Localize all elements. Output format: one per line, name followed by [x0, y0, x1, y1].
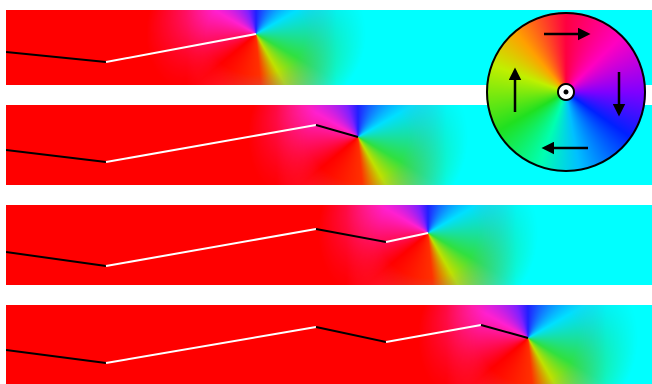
wall-line — [480, 324, 529, 339]
wall-line — [105, 228, 317, 267]
wall-lines — [6, 124, 359, 163]
wall-line — [105, 326, 317, 364]
wall-line — [6, 51, 107, 63]
wall-lines — [6, 33, 257, 63]
out-of-plane-dot — [563, 89, 569, 95]
wall-line — [105, 33, 257, 63]
wall-line — [6, 149, 107, 163]
wall-line — [315, 228, 387, 243]
wall-line — [6, 349, 107, 364]
wall-lines — [6, 228, 429, 267]
wall-lines — [6, 324, 529, 364]
wheel-overlay — [486, 12, 646, 172]
wheel-border — [486, 12, 646, 172]
wall-line — [385, 232, 429, 243]
vortex-field — [6, 205, 652, 285]
wall-line — [6, 251, 107, 267]
simulation-strip — [6, 205, 652, 285]
wall-line — [315, 124, 359, 138]
color-wheel — [486, 12, 646, 172]
wall-line — [315, 326, 387, 343]
wall-line — [105, 124, 317, 163]
wall-line — [385, 324, 482, 343]
vortex-field — [6, 305, 652, 384]
simulation-strip — [6, 305, 652, 384]
